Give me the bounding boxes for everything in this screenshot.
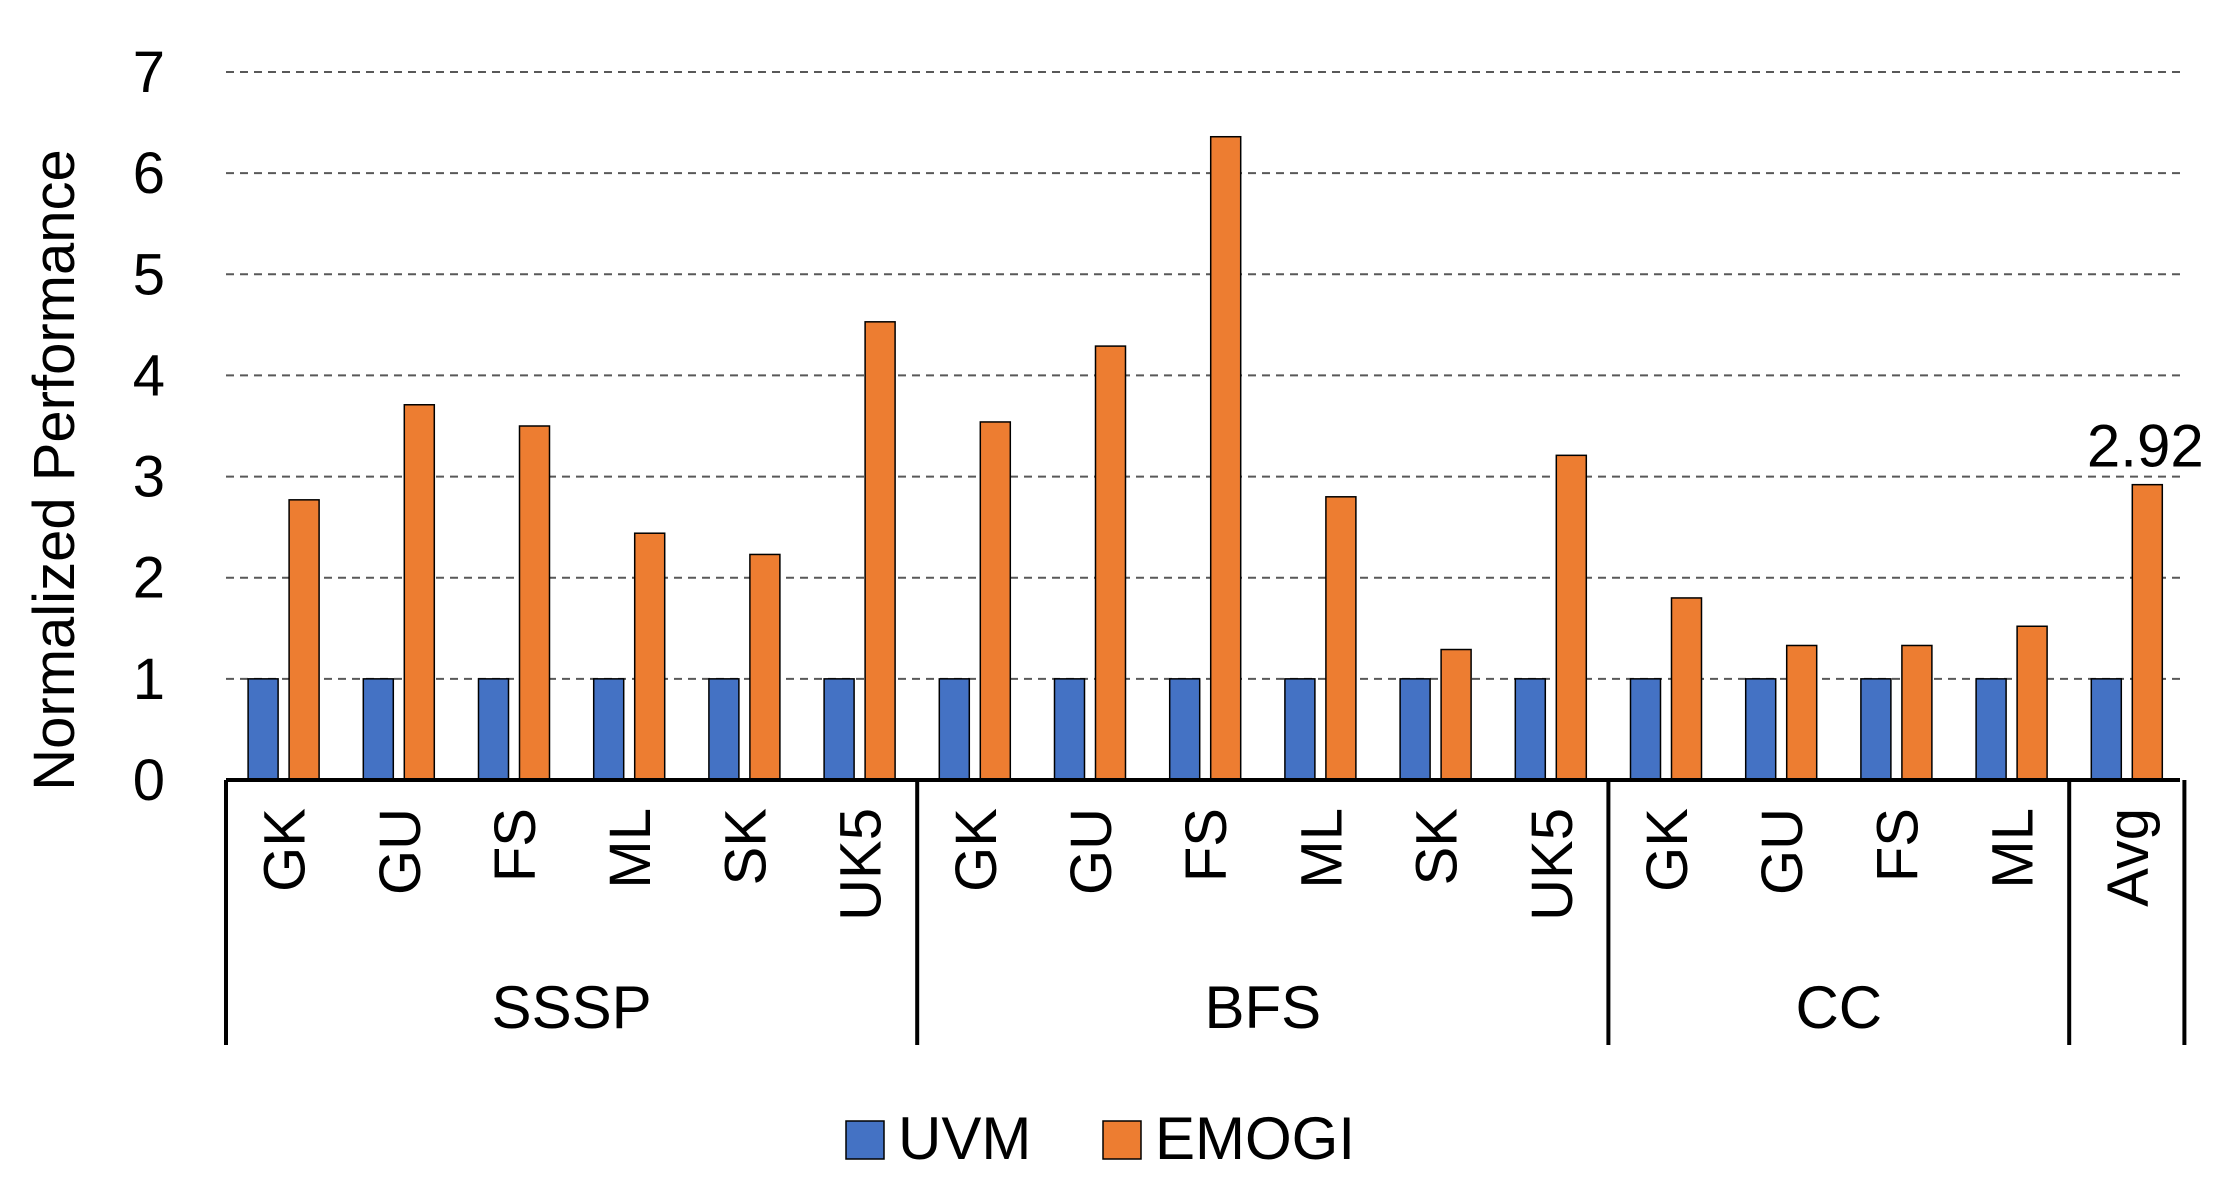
y-tick-label: 7	[133, 40, 165, 105]
bar-uvm-gk	[938, 678, 971, 781]
x-tick-label: Avg	[2096, 808, 2161, 907]
legend-label-emogi: EMOGI	[1155, 1105, 1355, 1172]
bar-uvm-uk5	[1514, 678, 1547, 781]
bar-uvm-ml	[1284, 678, 1316, 781]
bar-emogi-sk	[1440, 648, 1472, 781]
bar-uvm-sk	[708, 678, 740, 781]
x-tick-label: GU	[368, 808, 433, 895]
bar-emogi-gu	[1785, 644, 1818, 781]
legend-label-uvm: UVM	[898, 1105, 1031, 1172]
x-tick-label: ML	[598, 808, 663, 889]
bar-uvm-gu	[1744, 678, 1777, 781]
x-tick-label: SK	[1405, 808, 1470, 886]
y-tick-labels: 0 1 2 3 4 5 6 7	[133, 40, 165, 813]
y-tick-label: 6	[133, 141, 165, 206]
bar-emogi-sk	[749, 553, 781, 781]
bar-uvm-uk5	[823, 678, 855, 781]
bar-emogi-gu	[403, 404, 436, 781]
bar-emogi-fs	[1209, 135, 1242, 781]
x-tick-label: ML	[1289, 808, 1354, 889]
bar-uvm-avg	[2090, 678, 2123, 781]
bar-uvm-gk	[247, 678, 279, 781]
group-label-bfs: BFS	[1204, 974, 1321, 1041]
group-label-cc: CC	[1795, 974, 1882, 1041]
x-tick-label: GU	[1750, 808, 1815, 895]
annotations: 2.92	[2087, 413, 2204, 480]
x-tick-label: FS	[1865, 808, 1930, 882]
y-axis-label: Normalized Performance	[22, 149, 87, 790]
bar-uvm-ml	[1975, 678, 2007, 781]
x-tick-label: GU	[1059, 808, 1124, 895]
bars	[247, 135, 2164, 781]
y-tick-label: 2	[133, 546, 165, 611]
x-tick-label: FS	[483, 808, 548, 882]
bar-emogi-uk5	[1555, 454, 1588, 781]
bar-emogi-ml	[1325, 496, 1357, 781]
x-tick-label: GK	[253, 808, 318, 892]
bar-emogi-gk	[288, 499, 320, 781]
x-tick-label: ML	[1981, 808, 2046, 889]
bar-emogi-ml	[2016, 625, 2048, 781]
bar-uvm-fs	[477, 678, 510, 781]
bar-uvm-gk	[1629, 678, 1662, 781]
gridlines	[226, 71, 2180, 680]
bar-uvm-sk	[1399, 678, 1431, 781]
legend: UVM EMOGI	[845, 1105, 1355, 1172]
bar-emogi-gu	[1094, 345, 1127, 781]
legend-swatch-emogi	[1102, 1120, 1142, 1160]
bar-emogi-ml	[633, 532, 666, 781]
group-label-sssp: SSSP	[492, 974, 652, 1041]
x-tick-label: GK	[1635, 808, 1700, 892]
bar-emogi-gk	[979, 421, 1012, 781]
y-tick-label: 5	[133, 242, 165, 307]
x-tick-label: FS	[1174, 808, 1239, 882]
bar-emogi-gk	[1670, 597, 1703, 781]
bar-emogi-avg	[2131, 483, 2164, 781]
y-tick-label: 1	[133, 647, 165, 712]
bar-uvm-gu	[1053, 678, 1086, 781]
y-tick-label: 4	[133, 343, 165, 408]
bar-uvm-gu	[362, 678, 395, 781]
bar-uvm-fs	[1168, 678, 1201, 781]
bar-uvm-ml	[592, 678, 625, 781]
bar-emogi-fs	[518, 425, 551, 781]
group-labels: SSSP BFS CC	[492, 974, 1883, 1041]
legend-swatch-uvm	[845, 1120, 885, 1160]
bar-emogi-fs	[1901, 644, 1933, 781]
x-tick-label: UK5	[829, 808, 894, 921]
y-tick-label: 3	[133, 445, 165, 510]
bar-uvm-fs	[1860, 678, 1892, 781]
bar-emogi-uk5	[864, 321, 896, 781]
x-tick-label: SK	[713, 808, 778, 886]
axes	[224, 778, 2187, 1045]
y-tick-label: 0	[133, 748, 165, 813]
x-tick-label: UK5	[1520, 808, 1585, 921]
data-label-avg: 2.92	[2087, 413, 2204, 480]
x-tick-label: GK	[944, 808, 1009, 892]
x-tick-labels: GK GU FS ML SK UK5 GK GU FS ML SK UK5 GK GU FS ML Avg	[253, 808, 2161, 921]
